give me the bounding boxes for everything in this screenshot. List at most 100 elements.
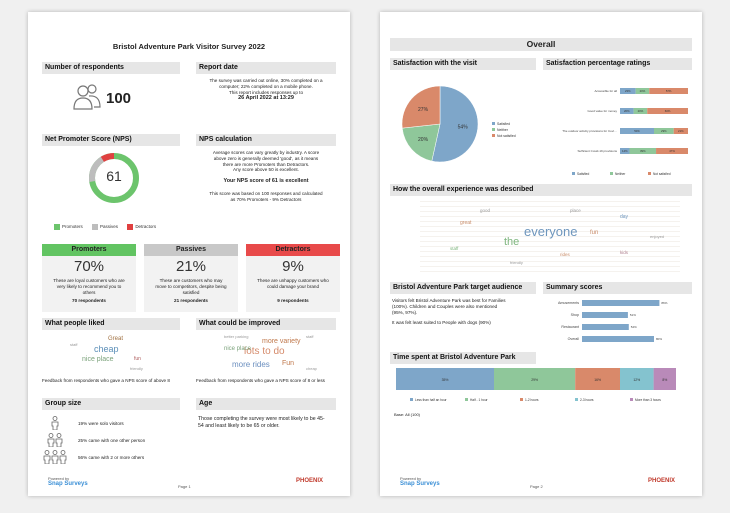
card-detractors-title: Detractors [246,244,340,256]
legend-swatch [410,398,413,401]
cloud-word: cheap [306,366,317,371]
legend-passives: Passives [100,224,119,230]
bar-segment [647,108,688,114]
nps-header: Net Promoter Score (NPS) [42,134,180,146]
bar-value-label: 39% [640,149,646,153]
nps-legend: Promoters Passives Detractors [54,224,214,230]
card-count: 70 respondents [72,298,106,304]
pct-ratings-chart: Accessible for all 23% 20% 57% Good value fo… [562,88,688,176]
respondent-count: 100 [106,90,132,107]
legend-swatch [520,398,523,401]
age-header: Age [196,398,336,410]
legend-label: Less than half an hour [415,398,447,402]
two-people-icon [46,433,64,452]
legend-label: 2-3 hours [580,398,594,402]
group-item: 56% came with 2 or more others [78,455,145,460]
experience-word-cloud: everyone the fun great day staff kids pl… [420,200,680,276]
bar-segment [649,88,688,94]
card-passives-pct: 21% [175,258,207,275]
snap-surveys-logo: Snap Surveys [400,481,440,487]
bar-value-label: 51% [630,313,636,317]
cloud-word: friendly [510,260,523,265]
bar-value-label: 47% [669,149,675,153]
cloud-word: great [460,220,472,226]
report-date-line: The survey was carried out online, 30% c… [209,78,323,83]
bar-segment [654,128,674,134]
pie-slice [431,85,479,163]
report-page-2: Overall Satisfaction with the visit 54% 2… [380,12,702,496]
liked-note: Feedback from respondents who gave a NPS… [42,378,170,383]
card-passives [144,256,238,312]
card-promoters [42,256,136,312]
bar-segment [656,148,688,154]
pie-label: 27% [418,107,429,113]
bar-value-label: 21% [678,129,684,133]
legend-label: Neither [615,172,626,176]
page-number: Page 2 [530,484,543,489]
bar-value-label: 12% [633,378,640,382]
legend-swatch [648,172,651,175]
bar-value-label: 60% [665,109,671,113]
bar-segment [620,108,634,114]
card-text: could damage your brand [266,283,320,289]
group-people-icon [42,450,68,469]
legend-label: Satisfied [497,122,510,126]
audience-text: (100%). Children and Couples were also m… [392,303,498,309]
cloud-word: fun [590,230,599,236]
legend-swatch [492,122,495,125]
card-promoters-pct: 70% [73,258,105,275]
cloud-word: good [480,208,491,213]
card-text: others [82,289,96,295]
audience-text: (95%, 97%). [392,309,418,315]
nps-result: Your NPS score of 61 is excellent [223,178,309,185]
bar-category-label: The outdoor activity provisions for Covi… [562,129,617,133]
bar-value-label: 23% [625,89,631,93]
cloud-word: day [620,214,629,220]
cloud-word: fun [134,356,141,362]
card-text [246,290,340,296]
card-count: 9 respondents [277,298,309,304]
phoenix-logo: PHOENIX [296,478,324,484]
nps-calc-line: there are more Promoters than Detractors… [222,161,310,167]
nps-calc-header: NPS calculation [196,134,336,146]
phoenix-logo: PHOENIX [648,478,676,484]
cloud-word: the [504,236,520,248]
legend-detractors: Detractors [135,224,157,230]
bar-value-label: 52% [631,325,637,329]
card-text: move to competitors, despite being [155,283,227,289]
satisfaction-pie-chart: 54% 20% 27% Satisfied Neither Not satisfied [401,85,516,163]
cloud-word: staff [70,342,78,347]
improved-note: Feedback from respondents who gave a NPS… [196,378,325,383]
legend-swatch [465,398,468,401]
bar [582,324,629,330]
bar-segment [620,128,654,134]
summary-header: Summary scores [543,282,692,294]
cloud-word: kids [620,250,629,255]
audience-text: It was felt least suited to People with … [392,320,491,326]
cloud-word: enjoyed [650,234,665,239]
bar-value-label: 57% [666,89,672,93]
snap-surveys-logo: Snap Surveys [48,481,88,487]
bar-value-label: 86% [661,301,667,305]
bar [582,300,660,306]
bar-category-label: Overall [568,337,580,341]
card-text: These are customers who may [159,278,223,283]
legend-promoters: Promoters [62,224,83,230]
bar-segment [494,368,576,390]
pie-label: 54% [458,124,469,130]
bar-category-label: Accessible for all [594,89,617,93]
cloud-word: everyone [524,224,578,239]
bar-category-label: Amusements [558,301,579,305]
legend-label: 1-2 hours [525,398,539,402]
summary-scores-chart: Amusements 86% Shop 51% Restaurant 52% Overall… [558,300,668,342]
pct-ratings-header: Satisfaction percentage ratings [543,58,692,70]
nps-calc-line: Any score above 50 is excellent. [233,167,299,173]
legend-swatch [630,398,633,401]
time-spent-chart: 35% 29% 16% 12% 8% Less than half an hour Half… [396,368,676,402]
card-text: These are loyal customers who are [53,278,125,283]
nps-score: 61 [106,168,122,184]
legend-swatch [575,398,578,401]
card-detractors-pct: 9% [282,258,304,275]
legend-label: Not satisfied [653,172,671,176]
bar-value-label: 80% [656,337,662,341]
